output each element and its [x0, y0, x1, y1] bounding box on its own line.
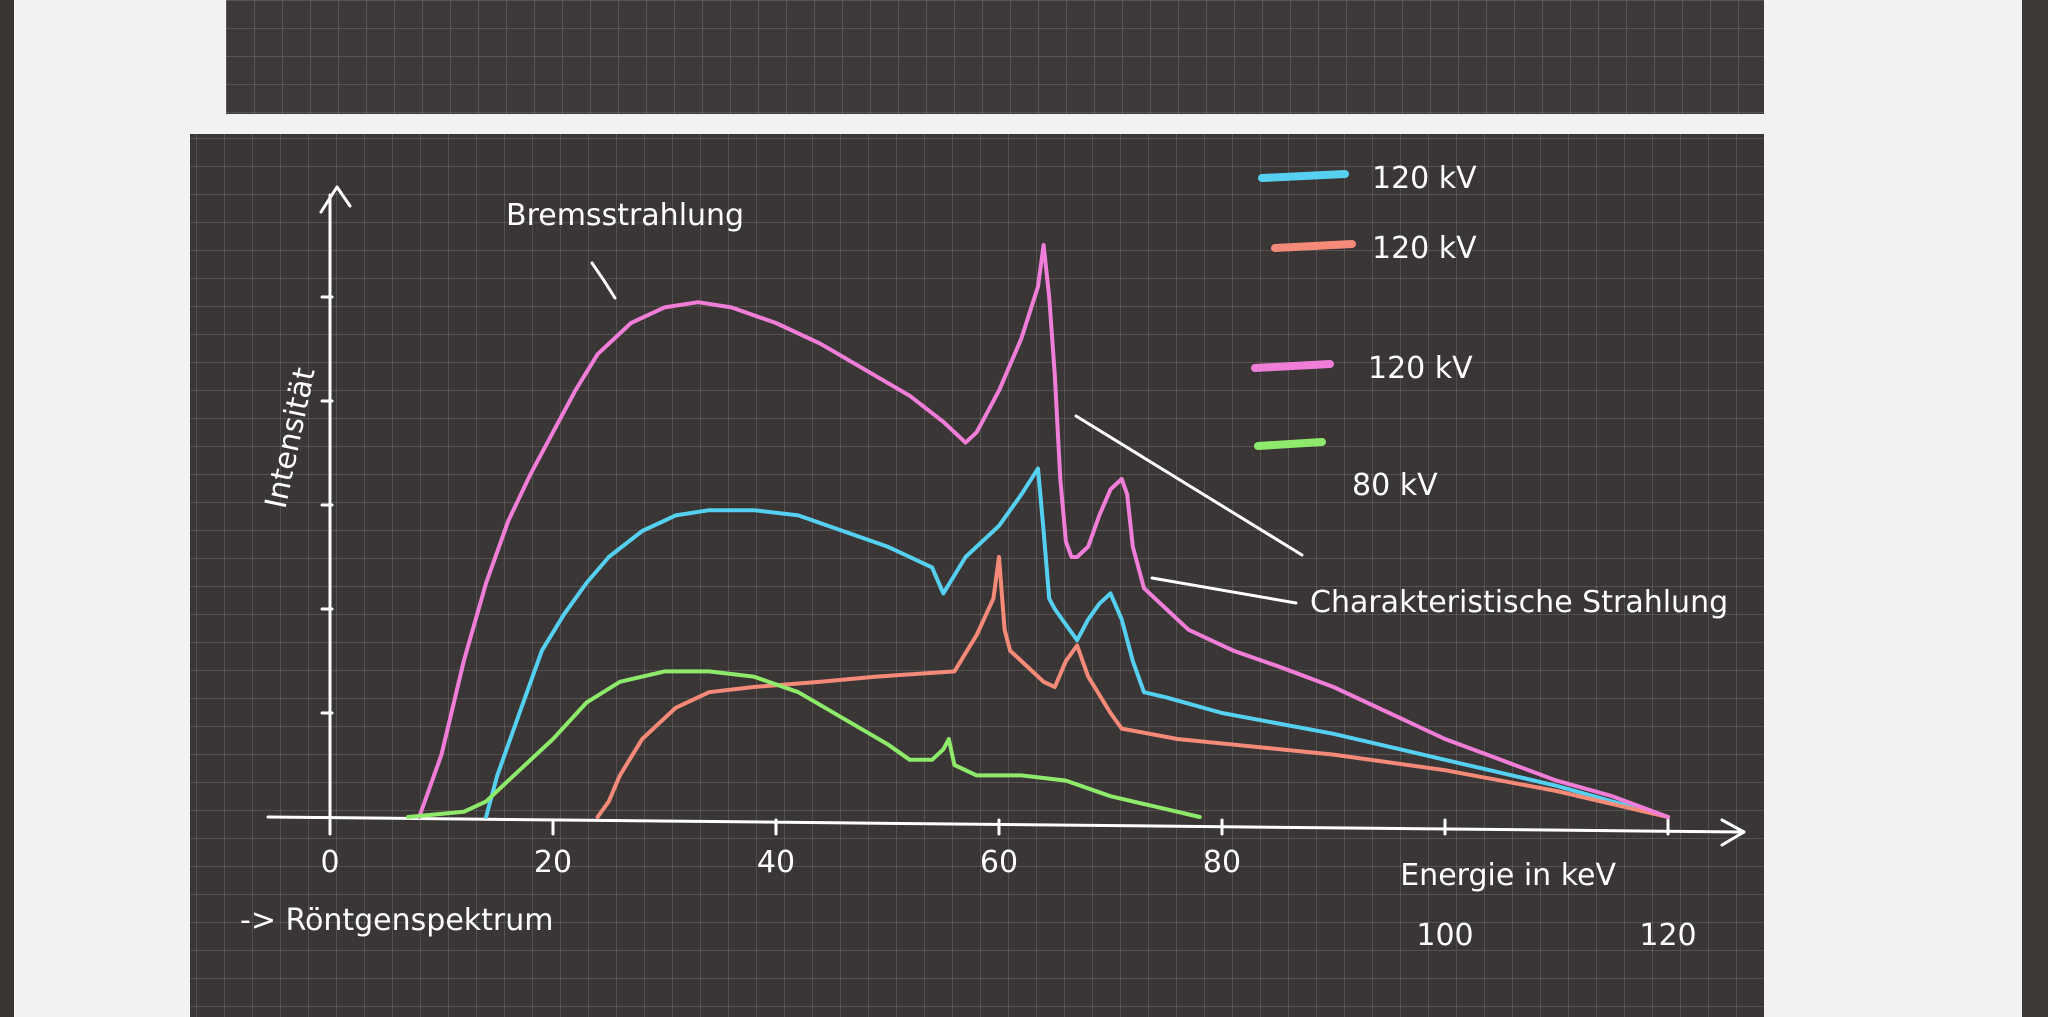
series-line-1 [484, 466, 1670, 819]
x-axis-ticks: 0 20 40 60 80 100 120 [320, 818, 1697, 953]
x-axis-arrowhead [1720, 818, 1746, 847]
x-tick-label: 80 [1203, 845, 1241, 880]
chalkboard-top-panel [226, 0, 1764, 114]
x-tick-label: 0 [320, 845, 339, 880]
x-axis-line [266, 815, 1744, 834]
legend-swatch-4 [1254, 438, 1326, 450]
chalkboard-main-panel [190, 134, 1764, 1017]
annotation-characteristic-label: Charakteristische Strahlung [1310, 585, 1728, 620]
annotation-bremsstrahlung-label: Bremsstrahlung [506, 198, 744, 233]
screen-bezel-left [0, 0, 14, 1017]
annotation-characteristic-pointer-1 [1074, 414, 1304, 557]
annotation-bremsstrahlung: Bremsstrahlung [506, 198, 744, 300]
caption-roentgenspektrum: -> Röntgenspektrum [240, 903, 553, 938]
x-tick-label: 20 [534, 845, 572, 880]
series-line-2 [595, 555, 1670, 819]
screen-bezel-right [2022, 0, 2048, 1017]
y-axis-ticks [320, 295, 334, 715]
series-line-4 [406, 669, 1202, 819]
x-tick-label: 100 [1416, 918, 1473, 953]
x-axis-label: Energie in keV [1400, 858, 1616, 893]
legend: 120 kV 120 kV 120 kV 80 kV [1251, 161, 1477, 503]
legend-swatch-3 [1251, 360, 1334, 372]
annotation-characteristic-pointer-2 [1150, 576, 1298, 605]
annotation-characteristic-radiation: Charakteristische Strahlung [1074, 414, 1728, 620]
legend-swatch-1 [1258, 170, 1349, 182]
y-axis-arrowhead [319, 185, 352, 214]
legend-label-2: 120 kV [1372, 231, 1477, 266]
series-lines [406, 243, 1670, 819]
annotation-bremsstrahlung-pointer [590, 261, 617, 300]
x-tick-label: 60 [980, 845, 1018, 880]
y-axis-label: Intensität [259, 364, 323, 511]
legend-label-3: 120 kV [1368, 351, 1473, 386]
legend-label-4: 80 kV [1352, 468, 1438, 503]
legend-swatch-2 [1271, 240, 1356, 252]
x-tick-label: 40 [757, 845, 795, 880]
legend-label-1: 120 kV [1372, 161, 1477, 196]
x-tick-label: 120 [1639, 918, 1696, 953]
series-line-3 [417, 243, 1670, 819]
